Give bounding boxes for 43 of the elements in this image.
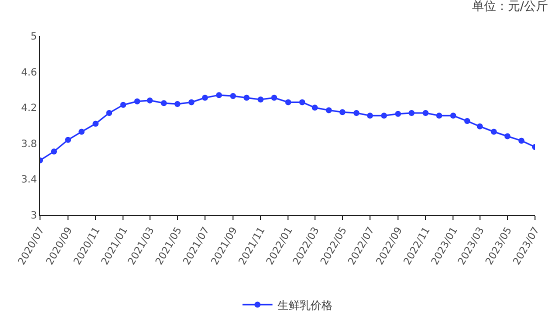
point [271, 94, 278, 101]
point [120, 102, 126, 108]
point [285, 99, 292, 106]
y-tick-label: 3 [30, 210, 37, 222]
point [326, 107, 332, 114]
point [51, 148, 58, 154]
text: 单位：元/公斤 [472, 0, 548, 13]
legend-label: 生鲜乳价格 [278, 298, 332, 312]
point [78, 128, 85, 135]
point [422, 110, 429, 116]
point [174, 101, 180, 108]
point [381, 112, 388, 119]
point [408, 110, 415, 116]
point [106, 110, 112, 116]
point [258, 96, 264, 103]
point [353, 110, 360, 116]
point [244, 94, 250, 101]
point [367, 112, 373, 119]
y-tick-label: 4.6 [21, 67, 37, 78]
point [216, 92, 222, 98]
y-tick-label: 3.8 [21, 138, 37, 150]
y-tick-label: 5 [30, 32, 37, 42]
point [436, 112, 442, 119]
point [65, 136, 72, 143]
point [504, 133, 510, 140]
point [312, 104, 318, 111]
point [339, 109, 346, 116]
point [160, 100, 167, 106]
point [450, 112, 456, 119]
point [134, 98, 140, 104]
point [202, 94, 208, 101]
point [299, 99, 306, 106]
point [395, 110, 402, 117]
point [476, 123, 483, 130]
point [464, 118, 470, 124]
y-tick-label: 3.4 [21, 174, 37, 186]
point [230, 92, 236, 99]
point [146, 97, 153, 104]
point [518, 138, 524, 144]
point [92, 120, 99, 127]
point [188, 99, 194, 106]
point [490, 128, 497, 135]
y-tick-label: 4.2 [21, 103, 37, 114]
